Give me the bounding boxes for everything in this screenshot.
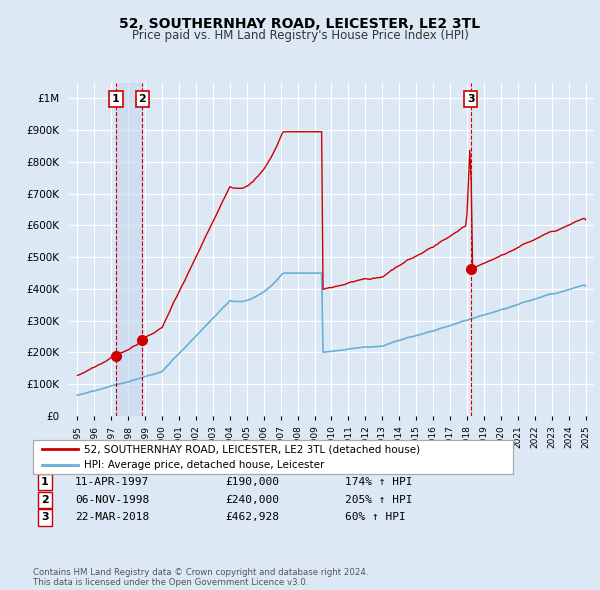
Text: 52, SOUTHERNHAY ROAD, LEICESTER, LE2 3TL (detached house): 52, SOUTHERNHAY ROAD, LEICESTER, LE2 3TL…: [84, 444, 420, 454]
Text: 06-NOV-1998: 06-NOV-1998: [75, 495, 149, 504]
Text: 11-APR-1997: 11-APR-1997: [75, 477, 149, 487]
Text: 174% ↑ HPI: 174% ↑ HPI: [345, 477, 413, 487]
Text: 2: 2: [41, 495, 49, 504]
Text: 1: 1: [112, 94, 120, 104]
Text: Contains HM Land Registry data © Crown copyright and database right 2024.
This d: Contains HM Land Registry data © Crown c…: [33, 568, 368, 587]
Text: Price paid vs. HM Land Registry's House Price Index (HPI): Price paid vs. HM Land Registry's House …: [131, 30, 469, 42]
Text: 60% ↑ HPI: 60% ↑ HPI: [345, 513, 406, 522]
Text: 1: 1: [41, 477, 49, 487]
Text: 3: 3: [41, 513, 49, 522]
Text: HPI: Average price, detached house, Leicester: HPI: Average price, detached house, Leic…: [84, 460, 325, 470]
Text: 205% ↑ HPI: 205% ↑ HPI: [345, 495, 413, 504]
Bar: [116, 83, 142, 416]
Text: 52, SOUTHERNHAY ROAD, LEICESTER, LE2 3TL: 52, SOUTHERNHAY ROAD, LEICESTER, LE2 3TL: [119, 17, 481, 31]
Text: 2: 2: [139, 94, 146, 104]
Text: 22-MAR-2018: 22-MAR-2018: [75, 513, 149, 522]
Text: £190,000: £190,000: [225, 477, 279, 487]
Text: £240,000: £240,000: [225, 495, 279, 504]
Text: £462,928: £462,928: [225, 513, 279, 522]
Text: 3: 3: [467, 94, 475, 104]
